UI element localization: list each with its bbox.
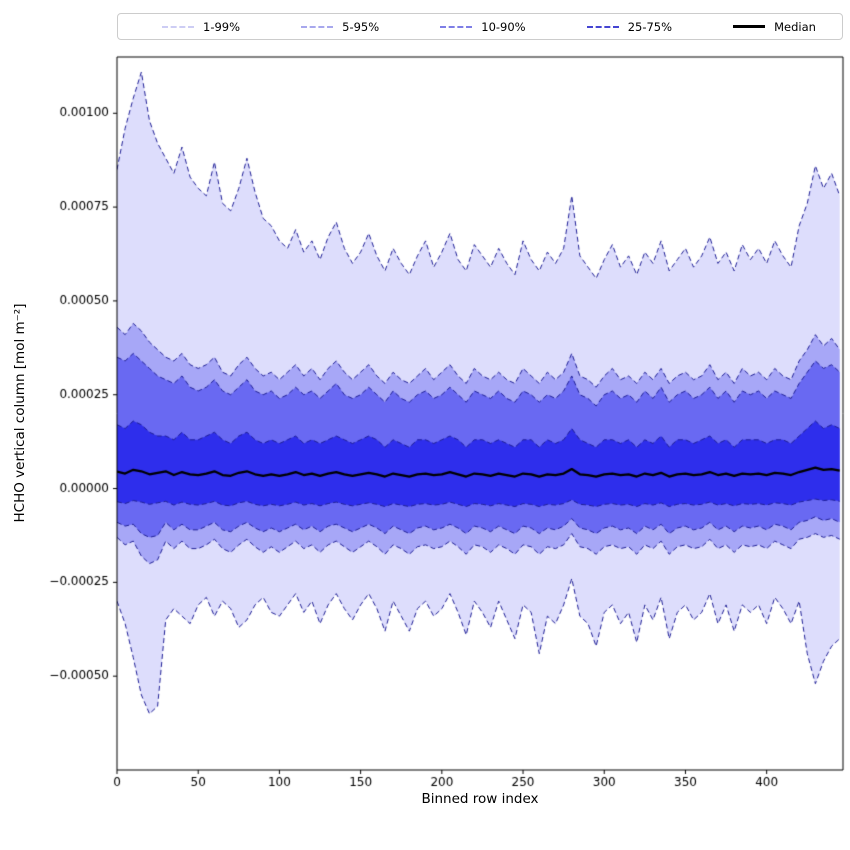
legend-line-swatch bbox=[440, 25, 473, 28]
legend-label: 5-95% bbox=[342, 19, 380, 34]
legend-line-swatch bbox=[162, 25, 194, 28]
legend-label: 25-75% bbox=[627, 19, 673, 34]
legend-item-10-90-: 10-90% bbox=[440, 19, 526, 34]
legend-item-1-99-: 1-99% bbox=[162, 20, 240, 34]
legend-item-5-95-: 5-95% bbox=[301, 20, 379, 34]
legend-line-swatch bbox=[586, 25, 619, 28]
legend-item-median: Median bbox=[733, 20, 816, 34]
x-axis-label: Binned row index bbox=[421, 791, 539, 807]
legend-label: 10-90% bbox=[481, 19, 526, 34]
legend-line-swatch bbox=[301, 25, 334, 28]
legend-label: 1-99% bbox=[203, 19, 241, 34]
y-axis-label: HCHO vertical column [mol m⁻²] bbox=[12, 303, 28, 523]
legend-label: Median bbox=[774, 19, 816, 34]
legend-line-swatch bbox=[733, 25, 766, 28]
chart-legend: 1-99% 5-95% 10-90% 25-75% Median bbox=[117, 13, 843, 40]
legend-item-25-75-: 25-75% bbox=[586, 19, 673, 34]
